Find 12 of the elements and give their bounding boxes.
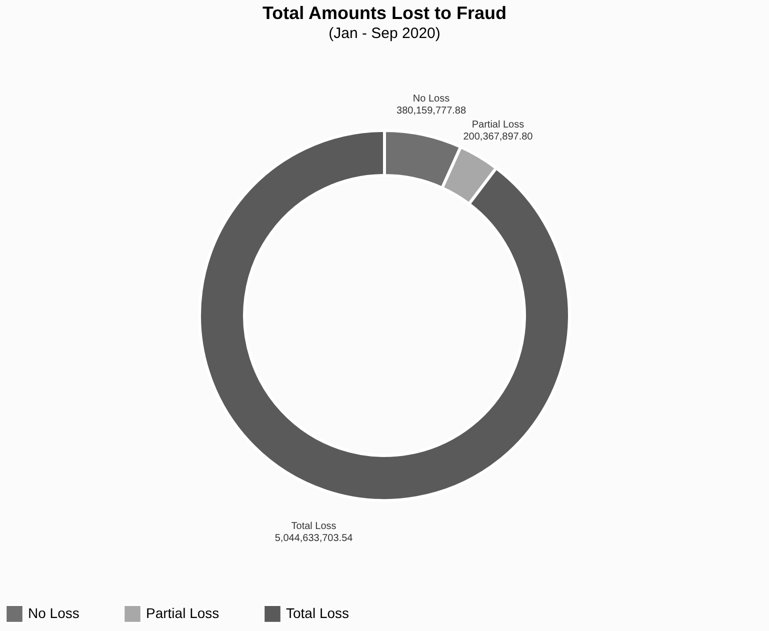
data-label: 5,044,633,703.54 — [274, 532, 354, 544]
data-label: 380,159,777.88 — [396, 105, 466, 116]
slice-label: Partial Loss — [472, 120, 524, 131]
legend-label: No Loss — [28, 604, 80, 621]
slice-label: Total Loss — [291, 520, 336, 532]
legend-label: Partial Loss — [146, 604, 220, 621]
chart-title: Total Amounts Lost to Fraud — [262, 3, 506, 23]
data-label: 200,367,897.80 — [463, 132, 534, 143]
chart-subtitle: (Jan - Sep 2020) — [328, 25, 440, 42]
donut-slice — [198, 129, 571, 502]
slice-label: No Loss — [412, 93, 450, 104]
legend-label: Total Loss — [286, 604, 350, 621]
